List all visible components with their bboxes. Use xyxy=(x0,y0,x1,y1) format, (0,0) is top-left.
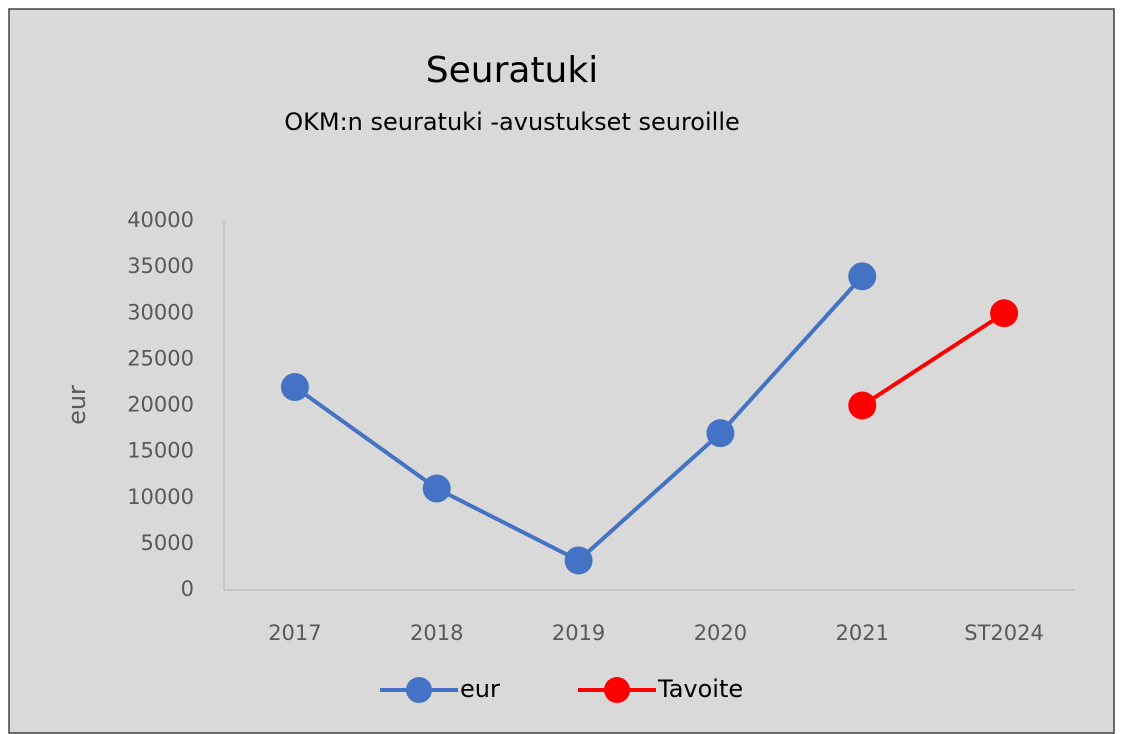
x-tick-label: 2020 xyxy=(694,621,747,645)
y-axis-label: eur xyxy=(63,385,91,425)
data-point xyxy=(990,299,1019,328)
y-tick-label: 40000 xyxy=(127,208,194,232)
x-tick-label: 2017 xyxy=(268,621,321,645)
legend-marker xyxy=(406,677,432,703)
y-tick-label: 15000 xyxy=(127,439,194,463)
y-tick-label: 5000 xyxy=(141,531,194,555)
data-point xyxy=(706,419,735,448)
y-tick-label: 30000 xyxy=(127,300,194,324)
legend-label: Tavoite xyxy=(657,675,743,703)
y-tick-label: 35000 xyxy=(127,254,194,278)
y-tick-label: 0 xyxy=(181,577,194,601)
chart-background xyxy=(8,8,1115,734)
legend-label: eur xyxy=(460,675,500,703)
y-tick-label: 25000 xyxy=(127,346,194,370)
y-tick-label: 20000 xyxy=(127,393,194,417)
x-tick-label: 2018 xyxy=(410,621,463,645)
data-point xyxy=(280,373,309,402)
chart-subtitle: OKM:n seuratuki -avustukset seuroille xyxy=(284,108,740,136)
x-tick-label: ST2024 xyxy=(964,621,1044,645)
data-point xyxy=(848,262,877,291)
legend-marker xyxy=(604,677,630,703)
x-tick-label: 2021 xyxy=(836,621,889,645)
x-tick-label: 2019 xyxy=(552,621,605,645)
y-tick-label: 10000 xyxy=(127,485,194,509)
data-point xyxy=(564,546,593,575)
series-line xyxy=(861,311,1006,408)
chart-title: Seuratuki xyxy=(426,50,598,91)
data-point xyxy=(848,391,877,420)
data-point xyxy=(422,474,451,503)
